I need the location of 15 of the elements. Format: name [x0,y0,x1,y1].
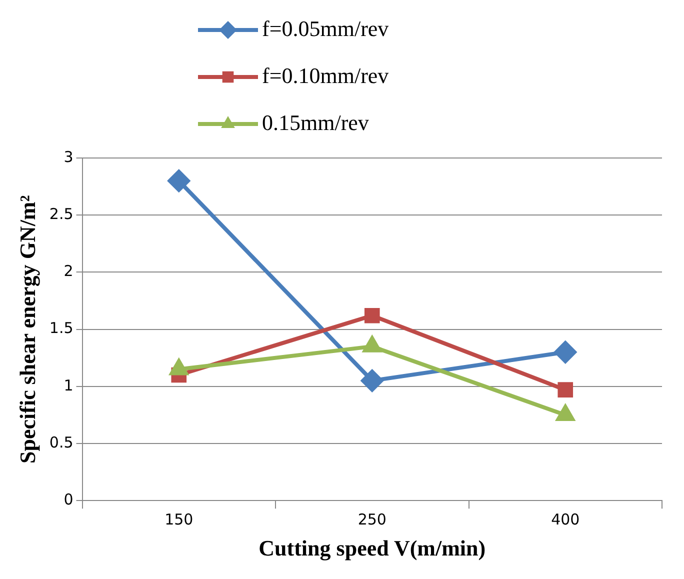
y-tick-label: 0 [64,490,74,508]
y-axis-title: Specific shear energy GN/m² [14,194,40,464]
y-tick-label: 2 [64,262,74,280]
legend-label: f=0.05mm/rev [262,16,389,41]
legend-label: 0.15mm/rev [262,110,369,135]
y-tick-label: 3 [64,148,74,166]
x-tick-label: 150 [164,510,194,528]
x-tick-label: 400 [551,510,580,528]
y-tick-label: 0.5 [49,433,74,452]
y-tick-label: 2.5 [49,204,74,223]
y-tick-label: 1 [64,376,74,394]
y-tick-label: 1.5 [49,319,74,338]
legend-label: f=0.10mm/rev [262,62,389,88]
x-axis-title: Cutting speed V(m/min) [258,535,486,560]
x-tick-label: 250 [358,510,386,528]
